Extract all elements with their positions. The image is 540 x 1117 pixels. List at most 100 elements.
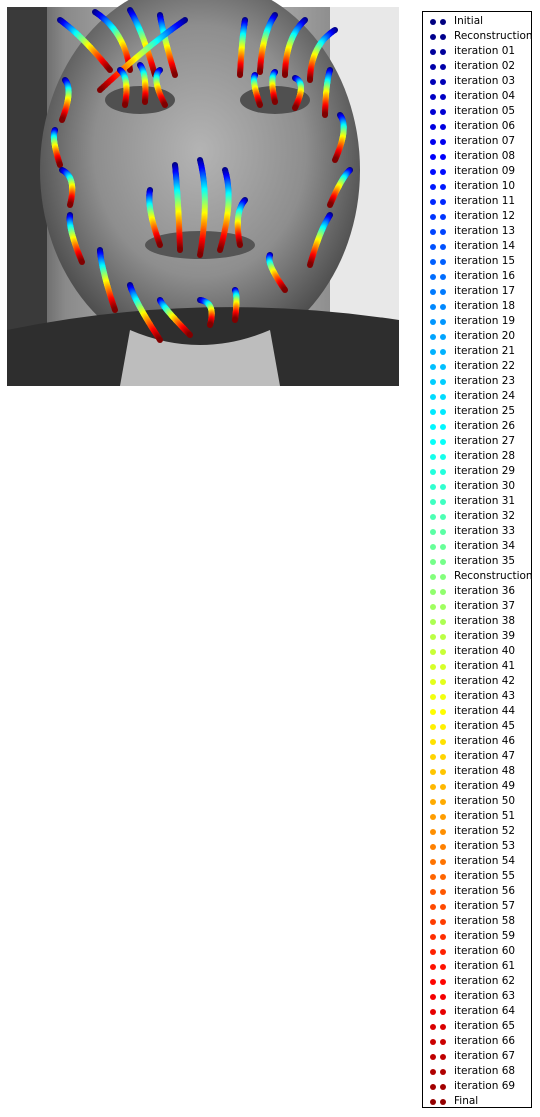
landmark-point <box>187 332 193 338</box>
legend-label: iteration 59 <box>454 930 516 942</box>
legend-marker <box>440 979 446 985</box>
legend-marker <box>440 49 446 55</box>
legend-marker <box>440 709 446 715</box>
legend-marker <box>430 304 436 310</box>
legend-marker <box>440 1054 446 1060</box>
legend-marker <box>430 889 436 895</box>
landmark-point <box>237 72 243 78</box>
legend-marker <box>440 244 446 250</box>
landmark-point <box>197 252 203 258</box>
legend-label: iteration 49 <box>454 780 516 792</box>
landmark-point <box>127 67 133 73</box>
legend-marker <box>440 949 446 955</box>
legend-marker <box>440 934 446 940</box>
legend-marker <box>430 934 436 940</box>
legend-label: Initial <box>454 15 484 27</box>
landmark-point <box>327 202 333 208</box>
legend-marker <box>440 1024 446 1030</box>
legend-label: Final <box>454 1095 479 1107</box>
legend-marker <box>440 34 446 40</box>
legend-marker <box>440 214 446 220</box>
landmark-point <box>59 117 65 123</box>
legend-entry: iteration 63 <box>423 989 531 1004</box>
legend-entry: iteration 29 <box>423 464 531 479</box>
landmark-point <box>122 102 128 108</box>
legend-marker <box>430 739 436 745</box>
legend-marker <box>430 949 436 955</box>
legend-marker <box>440 754 446 760</box>
legend-marker <box>430 244 436 250</box>
legend-marker <box>440 589 446 595</box>
legend-marker <box>430 1054 436 1060</box>
legend-label: iteration 64 <box>454 1005 516 1017</box>
legend-marker <box>430 769 436 775</box>
chart-legend: Initial Reconstruction iteration 01 iterati… <box>422 11 533 1108</box>
legend-marker <box>440 439 446 445</box>
legend-entry: iteration 67 <box>423 1049 531 1064</box>
legend-marker <box>440 79 446 85</box>
legend-marker <box>430 1069 436 1075</box>
legend-marker <box>440 1039 446 1045</box>
legend-entry: iteration 15 <box>423 254 531 269</box>
legend-entry: iteration 11 <box>423 194 531 209</box>
legend-marker <box>430 694 436 700</box>
legend-label: iteration 66 <box>454 1035 516 1047</box>
legend-marker <box>440 619 446 625</box>
legend-label: iteration 47 <box>454 750 516 762</box>
legend-marker <box>430 454 436 460</box>
legend-marker <box>430 1024 436 1030</box>
legend-marker <box>440 514 446 520</box>
legend-marker <box>430 169 436 175</box>
legend-entry: iteration 39 <box>423 629 531 644</box>
legend-entry: iteration 08 <box>423 149 531 164</box>
landmark-point <box>57 162 63 168</box>
legend-label: iteration 45 <box>454 720 516 732</box>
legend-label: iteration 30 <box>454 480 516 492</box>
legend-marker <box>430 604 436 610</box>
legend-marker <box>430 514 436 520</box>
legend-entry: iteration 26 <box>423 419 531 434</box>
legend-marker <box>440 664 446 670</box>
legend-label: iteration 19 <box>454 315 516 327</box>
legend-marker <box>430 229 436 235</box>
landmark-point <box>172 72 178 78</box>
legend-marker <box>430 379 436 385</box>
legend-label: iteration 33 <box>454 525 516 537</box>
legend-marker <box>430 664 436 670</box>
legend-label: iteration 39 <box>454 630 516 642</box>
landmark-trajectories <box>50 7 353 343</box>
legend-entry: iteration 32 <box>423 509 531 524</box>
legend-marker <box>430 334 436 340</box>
legend-label: iteration 53 <box>454 840 516 852</box>
legend-marker <box>430 649 436 655</box>
legend-label: iteration 60 <box>454 945 516 957</box>
legend-entry: Initial <box>423 14 531 29</box>
legend-label: iteration 21 <box>454 345 516 357</box>
legend-marker <box>440 604 446 610</box>
legend-marker <box>430 1084 436 1090</box>
legend-label: iteration 35 <box>454 555 516 567</box>
legend-marker <box>430 409 436 415</box>
legend-label: iteration 55 <box>454 870 516 882</box>
legend-entry: iteration 52 <box>423 824 531 839</box>
legend-label: iteration 27 <box>454 435 516 447</box>
legend-entry: iteration 13 <box>423 224 531 239</box>
legend-marker <box>440 634 446 640</box>
landmark-point <box>157 242 163 248</box>
legend-entry: iteration 21 <box>423 344 531 359</box>
legend-marker <box>430 499 436 505</box>
legend-label: Reconstruction <box>454 570 533 582</box>
legend-entry: iteration 50 <box>423 794 531 809</box>
legend-marker <box>440 544 446 550</box>
legend-entry: iteration 45 <box>423 719 531 734</box>
legend-marker <box>440 259 446 265</box>
legend-marker <box>430 1099 436 1105</box>
legend-entry: iteration 20 <box>423 329 531 344</box>
legend-entry: iteration 28 <box>423 449 531 464</box>
legend-marker <box>440 289 446 295</box>
legend-marker <box>430 64 436 70</box>
legend-marker <box>440 679 446 685</box>
legend-marker <box>440 649 446 655</box>
legend-label: iteration 42 <box>454 675 516 687</box>
legend-marker <box>440 229 446 235</box>
